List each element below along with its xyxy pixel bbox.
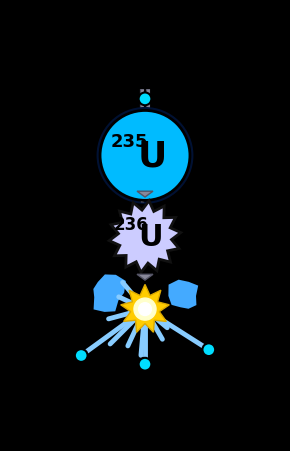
Text: U: U [137,139,167,173]
Polygon shape [92,274,127,313]
Text: U: U [138,223,162,252]
Text: 235: 235 [110,133,148,151]
Polygon shape [109,201,181,273]
Polygon shape [167,279,200,310]
Circle shape [139,358,151,371]
Circle shape [139,93,151,106]
Polygon shape [137,275,153,281]
Circle shape [97,108,193,204]
Text: 236: 236 [114,216,148,234]
Circle shape [139,303,151,316]
Circle shape [100,111,190,201]
Polygon shape [121,285,169,332]
Circle shape [134,299,156,320]
Circle shape [75,350,88,362]
Polygon shape [137,192,153,198]
Circle shape [202,344,215,356]
